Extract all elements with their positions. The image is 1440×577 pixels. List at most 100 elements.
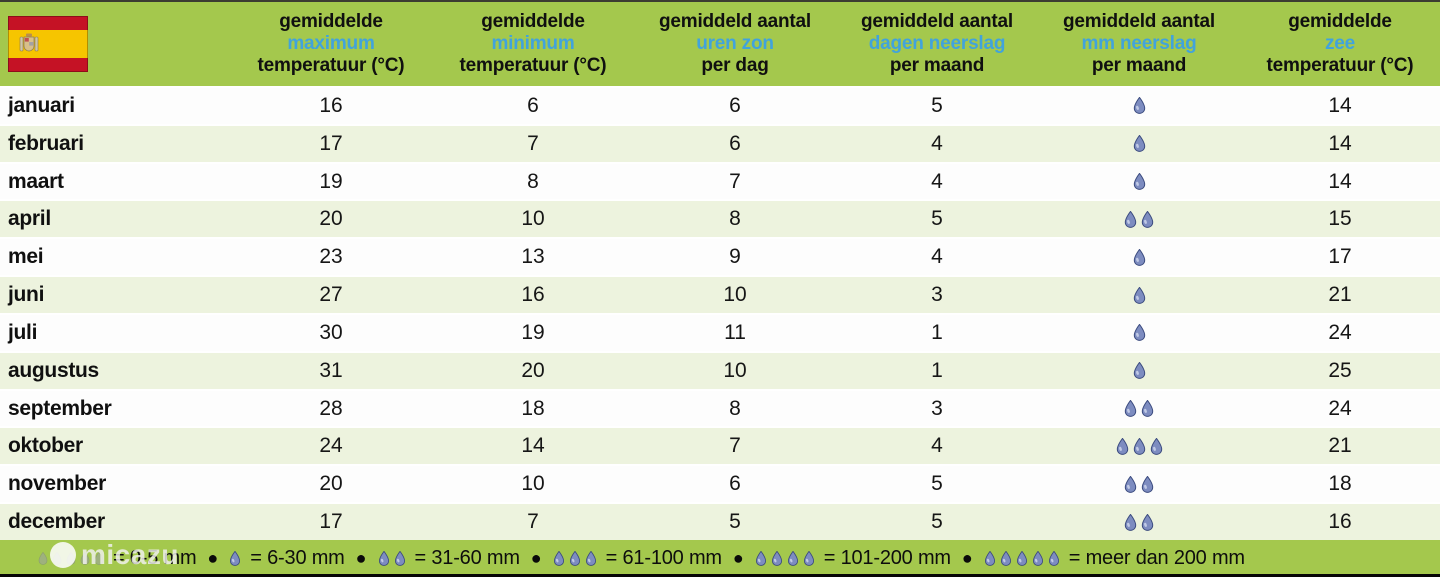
min-temp-cell: 7 <box>527 131 539 155</box>
rain-mm-cell <box>1038 286 1240 304</box>
raindrop-group <box>1124 475 1154 493</box>
legend-item: = 101-200 mm <box>755 547 951 570</box>
month-cell: september <box>8 396 112 420</box>
max-temp-cell: 17 <box>319 510 343 534</box>
table-row: november 20 10 6 5 18 <box>0 464 1440 503</box>
max-temp-cell: 20 <box>319 472 343 496</box>
column-header-max-temp: gemiddelde maximum temperatuur (°C) <box>230 11 432 77</box>
min-temp-cell: 19 <box>521 320 545 344</box>
rain-days-cell: 4 <box>931 245 943 269</box>
raindrop-group <box>984 550 1060 566</box>
header-line: temperatuur (°C) <box>1266 55 1414 76</box>
header-line: per dag <box>701 55 769 76</box>
month-cell: januari <box>8 93 75 117</box>
sea-temp-cell: 24 <box>1328 396 1352 420</box>
sun-hours-cell: 8 <box>729 207 741 231</box>
column-header-rain-mm: gemiddeld aantal mm neerslag per maand <box>1038 11 1240 77</box>
header-line-accent: minimum <box>491 33 575 54</box>
rain-days-cell: 1 <box>931 358 943 382</box>
rain-mm-cell <box>1038 437 1240 455</box>
micazu-watermark: micazu <box>50 538 179 572</box>
raindrop-icon <box>1150 437 1162 455</box>
legend-separator-dot: ● <box>961 547 973 568</box>
table-row: september 28 18 8 3 24 <box>0 388 1440 427</box>
raindrop-icon <box>771 550 782 566</box>
raindrop-group <box>1124 513 1154 531</box>
rain-mm-cell <box>1038 362 1240 380</box>
sun-hours-cell: 10 <box>723 283 747 307</box>
legend-item: = meer dan 200 mm <box>984 547 1245 570</box>
raindrop-group <box>1124 210 1154 228</box>
raindrop-icon <box>1124 513 1137 531</box>
raindrop-icon <box>230 550 241 566</box>
header-line-accent: uren zon <box>696 33 774 54</box>
rain-mm-cell <box>1038 210 1240 228</box>
rain-days-cell: 3 <box>931 283 943 307</box>
max-temp-cell: 23 <box>319 245 343 269</box>
rain-days-cell: 5 <box>931 93 943 117</box>
rain-mm-cell <box>1038 400 1240 417</box>
sun-hours-cell: 6 <box>729 131 741 155</box>
raindrop-group <box>755 550 815 566</box>
month-cell: februari <box>8 131 84 155</box>
header-line: per maand <box>1091 55 1187 76</box>
min-temp-cell: 6 <box>527 93 539 117</box>
spain-flag-icon <box>8 16 88 72</box>
min-temp-cell: 16 <box>521 283 545 307</box>
raindrop-icon <box>1133 173 1145 190</box>
table-row: augustus 31 20 10 1 25 <box>0 350 1440 389</box>
max-temp-cell: 17 <box>319 131 343 155</box>
bottom-black-strip <box>0 574 1440 577</box>
flag-cell <box>0 2 230 86</box>
table-row: januari 16 6 6 5 14 <box>0 86 1440 124</box>
sun-hours-cell: 7 <box>729 434 741 458</box>
rain-days-cell: 1 <box>931 320 943 344</box>
legend-item-label: = 0-5 mm <box>113 546 197 569</box>
table-body: januari 16 6 6 5 14 februari 17 7 6 4 14 maart 19 8 7 4 1… <box>0 86 1440 540</box>
table-row: december 17 7 5 5 16 <box>0 502 1440 540</box>
raindrop-icon <box>1000 550 1011 566</box>
table-row: mei 23 13 9 4 17 <box>0 237 1440 276</box>
sun-hours-cell: 10 <box>723 358 747 382</box>
max-temp-cell: 24 <box>319 434 343 458</box>
raindrop-icon <box>1116 437 1128 455</box>
raindrop-group <box>1133 248 1146 266</box>
header-line: per maand <box>889 55 985 76</box>
raindrop-icon <box>394 550 405 566</box>
sun-hours-cell: 6 <box>729 93 741 117</box>
sea-temp-cell: 16 <box>1328 510 1352 534</box>
raindrop-icon <box>585 550 596 566</box>
rain-mm-cell <box>1038 135 1240 153</box>
rain-mm-cell <box>1038 475 1240 493</box>
rain-days-cell: 5 <box>931 207 943 231</box>
legend-separator-dot: ● <box>530 547 542 568</box>
sun-hours-cell: 11 <box>724 320 746 344</box>
raindrop-icon <box>569 550 580 566</box>
max-temp-cell: 20 <box>319 207 343 231</box>
legend-item-label: = 61-100 mm <box>605 546 722 569</box>
sea-temp-cell: 17 <box>1328 245 1352 269</box>
legend-separator-dot: ● <box>355 547 367 568</box>
column-header-sun-hours: gemiddeld aantal uren zon per dag <box>634 11 836 77</box>
raindrop-icon <box>787 550 798 566</box>
raindrop-icon <box>1124 475 1137 493</box>
raindrop-icon <box>984 550 995 566</box>
month-cell: augustus <box>8 358 99 382</box>
raindrop-icon <box>1141 400 1154 417</box>
header-line: gemiddeld aantal <box>860 11 1013 32</box>
header-line: gemiddeld aantal <box>658 11 811 32</box>
sea-temp-cell: 14 <box>1328 93 1352 117</box>
micazu-logo-icon <box>50 542 76 568</box>
micazu-watermark-text: micazu <box>81 539 179 570</box>
raindrop-icon <box>1032 550 1043 566</box>
header-line: gemiddelde <box>481 11 585 32</box>
table-row: juli 30 19 11 1 24 <box>0 312 1440 351</box>
sea-temp-cell: 21 <box>1328 283 1352 307</box>
raindrop-icon <box>1133 248 1145 266</box>
raindrop-icon <box>1141 210 1154 228</box>
raindrop-icon <box>553 550 564 566</box>
raindrop-icon <box>1133 135 1145 153</box>
month-cell: juli <box>8 320 38 344</box>
max-temp-cell: 19 <box>319 169 343 193</box>
raindrop-group <box>1116 437 1163 455</box>
